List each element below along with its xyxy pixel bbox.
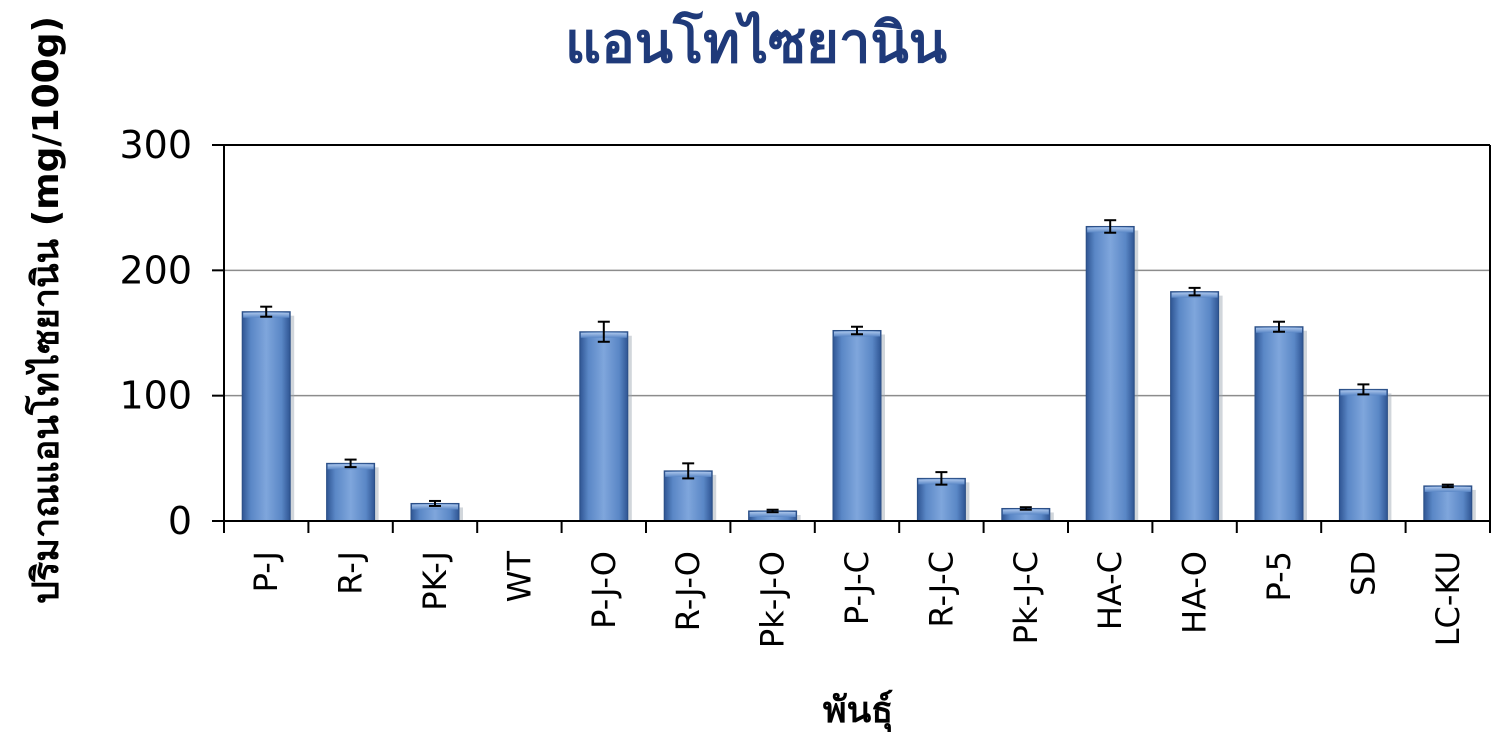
x-tick-labels: P-J R-J PK-J WT P-J-O R-J-O Pk-J-O P-J-C R-J-C Pk…	[247, 551, 1467, 649]
bar	[1338, 388, 1388, 522]
y-tick-labels: 0 100 200 300	[119, 123, 192, 543]
x-tick-label: WT	[500, 551, 538, 603]
x-tick-label: P-J-C	[838, 551, 876, 625]
y-tick-label: 200	[119, 248, 192, 292]
x-tick-label: PK-J	[416, 551, 454, 611]
bar	[1254, 326, 1304, 522]
bar	[1170, 291, 1220, 522]
x-tick-label: R-J-O	[669, 551, 707, 631]
x-axis-title: พันธุ์	[823, 689, 893, 733]
bar	[326, 462, 376, 522]
bars	[241, 219, 1476, 522]
y-tick-label: 0	[168, 499, 192, 543]
chart-title: แอนโทไซยานิน	[565, 10, 947, 76]
bar	[1085, 225, 1135, 522]
axes	[212, 144, 1491, 533]
x-tick-label: Pk-J-O	[754, 551, 792, 648]
bar	[579, 331, 629, 522]
bar-bevel	[1424, 486, 1471, 492]
bar	[241, 311, 291, 522]
y-tick-label: 100	[119, 374, 192, 418]
bar-bevel	[749, 511, 796, 517]
x-tick-label: P-J-O	[585, 551, 623, 629]
x-tick-label: HA-C	[1091, 551, 1129, 630]
x-tick-label: Pk-J-C	[1007, 551, 1045, 644]
x-tick-label: R-J	[332, 551, 370, 595]
y-tick-label: 300	[119, 123, 192, 167]
y-axis-title: ปริมาณแอนโทไซยานิน (mg/100g)	[24, 16, 67, 604]
x-tick-label: HA-O	[1176, 551, 1214, 634]
bar	[832, 329, 882, 522]
x-tick-label: LC-KU	[1429, 551, 1467, 646]
bar-bevel	[1002, 509, 1049, 515]
x-tick-label: R-J-C	[922, 551, 960, 627]
x-tick-label: P-J	[247, 551, 285, 592]
x-tick-label: P-5	[1260, 551, 1298, 602]
x-tick-label: SD	[1344, 551, 1382, 596]
